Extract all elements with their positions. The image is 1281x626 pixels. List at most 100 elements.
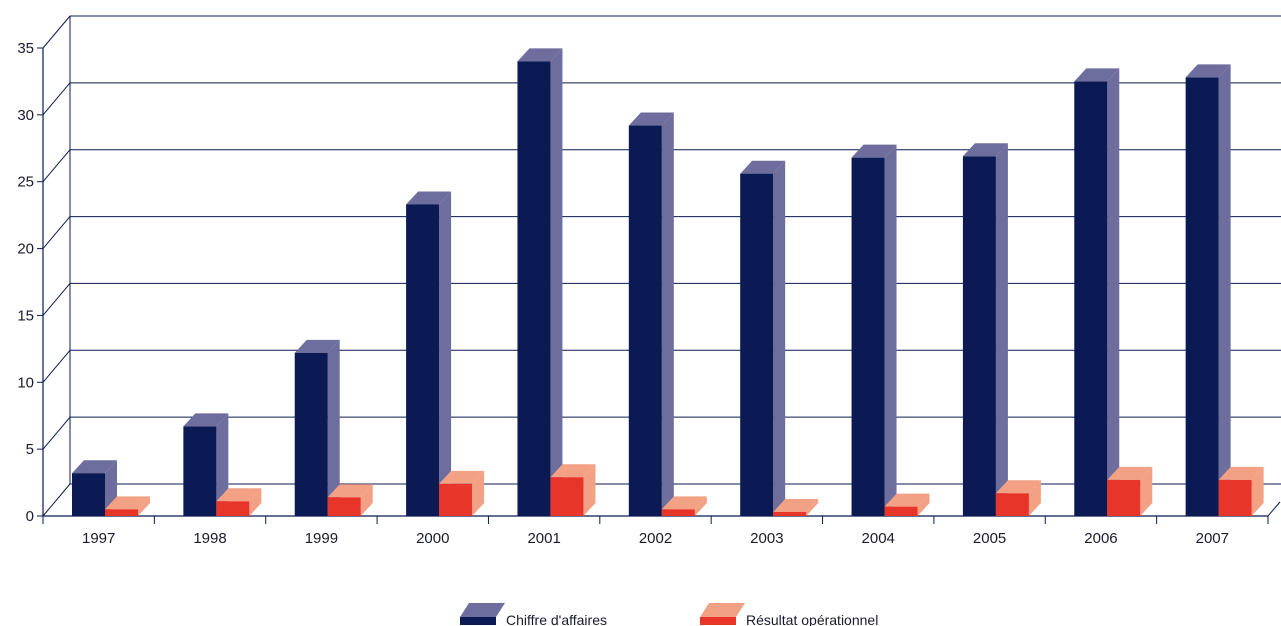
gridline-diagonal — [42, 483, 71, 517]
bar-side — [327, 339, 340, 516]
bar-operating-result-2005 — [995, 480, 1041, 516]
bar-side — [439, 191, 452, 516]
bar-operating-result-1998 — [216, 488, 262, 516]
bar-revenue-2007 — [1185, 64, 1231, 516]
bar-top — [1074, 68, 1120, 82]
legend-item-revenue: Chiffre d'affaires — [460, 603, 607, 626]
bar-front — [661, 509, 695, 516]
bar-top — [962, 143, 1008, 157]
bar-revenue-2001 — [517, 48, 563, 516]
bar-operating-result-2006 — [1107, 466, 1153, 516]
bar-front — [105, 509, 138, 516]
bar-operating-result-1999 — [327, 484, 373, 516]
bar-top — [517, 48, 563, 62]
bar-top — [216, 488, 262, 502]
bar-top — [72, 460, 117, 474]
bar-front — [72, 473, 105, 516]
legend-label-operating-result: Résultat opérationnel — [746, 612, 878, 626]
x-tick-label: 2000 — [416, 530, 449, 547]
gridline-diagonal — [42, 283, 71, 316]
legend: Chiffre d'affaires Résultat opérationnel — [460, 603, 878, 626]
bar-front — [962, 156, 996, 516]
bar-top — [550, 464, 596, 478]
bar-top — [995, 480, 1041, 494]
bar-top — [105, 496, 150, 510]
bar-revenue-2006 — [1074, 68, 1120, 516]
bar-revenue-1997 — [72, 460, 117, 516]
bar-side — [472, 470, 485, 516]
bar-front — [327, 497, 361, 516]
bar-side — [884, 144, 897, 516]
y-tick-label: 5 — [26, 441, 34, 458]
legend-swatch-revenue — [460, 617, 496, 625]
x-tick-label: 2005 — [973, 530, 1006, 547]
bar-revenue-2003 — [740, 160, 786, 517]
bar-side — [1218, 64, 1231, 516]
bar-side — [917, 493, 930, 516]
bar-front — [1218, 479, 1252, 516]
y-tick-label: 10 — [17, 374, 34, 391]
gridline-diagonal — [42, 82, 71, 116]
bar-operating-result-2007 — [1218, 466, 1264, 516]
bar-side — [806, 498, 819, 516]
bar-front — [216, 501, 250, 516]
x-tick-label: 1999 — [305, 530, 338, 547]
bar-top — [406, 191, 452, 205]
bar-side — [1028, 480, 1041, 516]
bar-front — [628, 125, 662, 516]
bar-front — [1185, 77, 1219, 516]
x-tick-label: 2003 — [750, 530, 783, 547]
bar-top — [183, 413, 229, 427]
bar-side — [583, 464, 596, 516]
bar-front — [773, 511, 807, 516]
bar-operating-result-2001 — [550, 464, 596, 516]
bar-front — [294, 352, 328, 516]
bar-top — [1218, 466, 1264, 480]
bar-side — [1107, 68, 1120, 516]
gridline-diagonal — [42, 149, 71, 183]
legend-swatch-operating-result — [700, 617, 736, 625]
bar-front — [1074, 81, 1108, 516]
bar-top — [884, 493, 930, 507]
bar-top — [1107, 466, 1153, 480]
bar-front — [517, 61, 551, 516]
bar-side — [694, 496, 707, 516]
legend-swatch-revenue-top — [460, 603, 505, 617]
bar-side — [995, 143, 1008, 516]
bar-top — [661, 496, 707, 510]
bar-front — [740, 173, 774, 517]
y-tick-label: 0 — [26, 508, 34, 525]
bar-top — [327, 484, 373, 498]
gridline-diagonal — [42, 15, 71, 49]
gridline-diagonal — [42, 216, 71, 249]
bar-side — [138, 496, 150, 516]
bar-operating-result-2000 — [439, 470, 485, 516]
x-tick-label: 1998 — [193, 530, 226, 547]
bar-side — [550, 48, 563, 516]
bar-top — [851, 144, 897, 158]
x-tick-label: 2002 — [639, 530, 672, 547]
bar-side — [773, 160, 786, 517]
bar-front — [183, 426, 217, 516]
bar-side — [249, 488, 262, 516]
floor-edge — [1267, 501, 1281, 517]
x-tick-labels: 1997 1998 1999 2000 2001 2002 2003 2004 2005 2006… — [82, 530, 1229, 547]
bar-side — [661, 112, 674, 516]
bar-front — [1107, 479, 1141, 516]
y-tick-labels: 0 5 10 15 20 25 30 35 — [17, 40, 34, 525]
y-tick-label: 15 — [17, 307, 34, 324]
x-tick-label: 2001 — [527, 530, 560, 547]
bar-side — [360, 484, 373, 516]
bar-revenue-2002 — [628, 112, 674, 516]
legend-label-revenue: Chiffre d'affaires — [506, 612, 607, 626]
bar-top — [294, 339, 340, 353]
gridline-diagonal — [42, 349, 71, 383]
bar-operating-result-2003 — [773, 498, 819, 516]
legend-swatch-operating-result-top — [700, 603, 745, 617]
bar-side — [216, 413, 229, 516]
bar-side — [1251, 466, 1264, 516]
bar-revenue-2005 — [962, 143, 1008, 516]
legend-item-operating-result: Résultat opérationnel — [700, 603, 878, 626]
x-tick-label: 2006 — [1084, 530, 1117, 547]
gridline-diagonal — [42, 416, 71, 450]
